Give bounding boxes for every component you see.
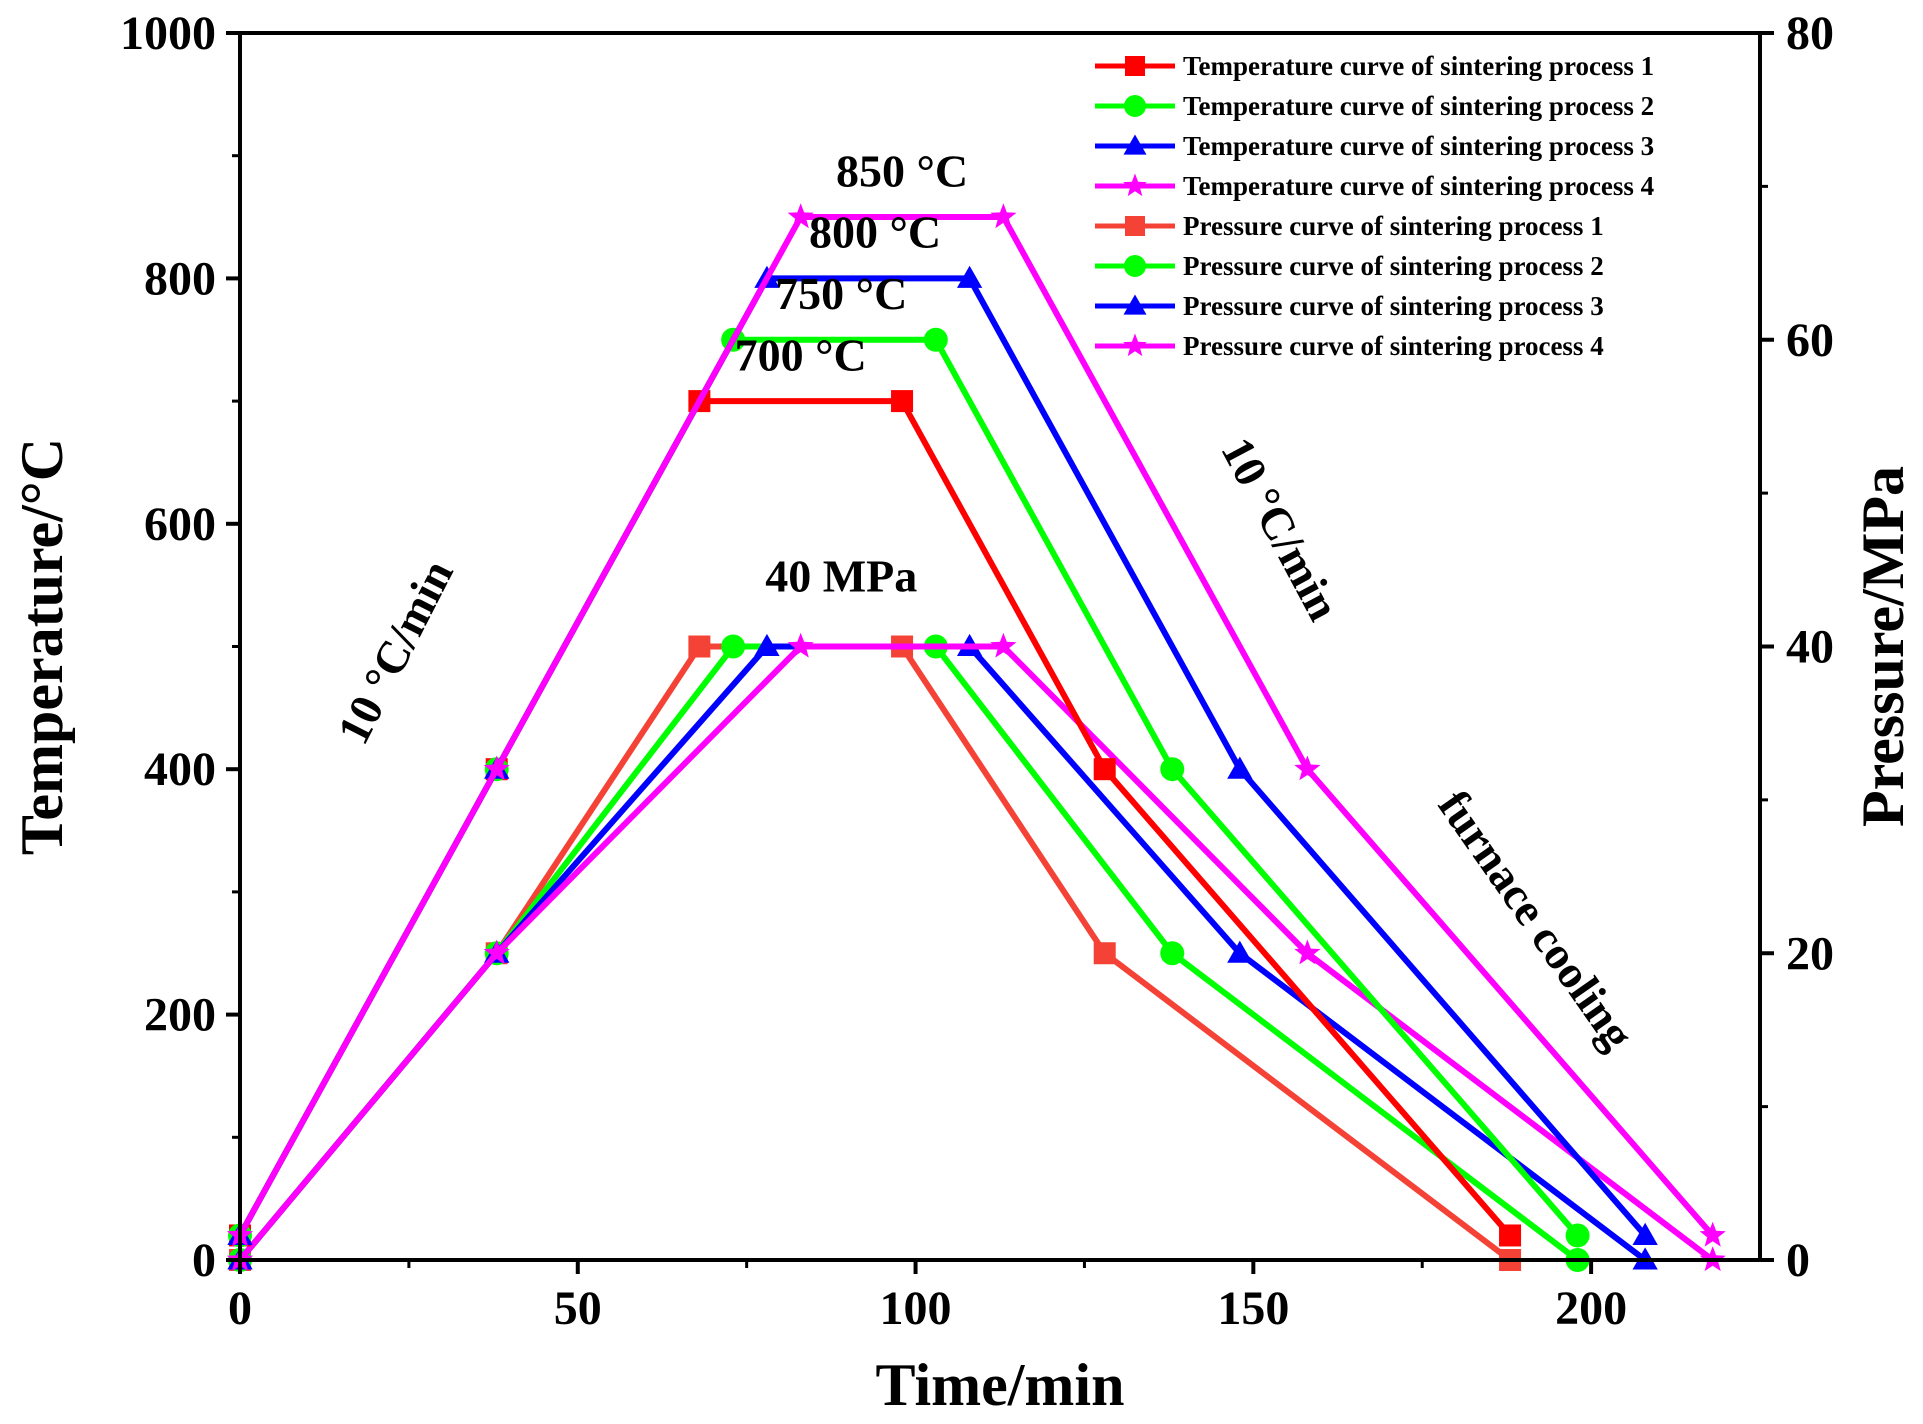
legend-item: Temperature curve of sintering process 3 [1095,131,1654,161]
chart-marks [226,203,1726,1272]
legend-item: Temperature curve of sintering process 4 [1095,171,1654,201]
legend-label: Pressure curve of sintering process 3 [1183,291,1604,321]
legend-item: Pressure curve of sintering process 2 [1095,251,1604,281]
data-point [1227,940,1253,963]
data-point [1227,756,1253,779]
data-point [1632,1222,1658,1245]
data-point [483,939,510,965]
x-tick-label: 200 [1555,1282,1627,1335]
legend-label: Temperature curve of sintering process 2 [1183,91,1654,121]
y-tick-label: 0 [192,1234,216,1287]
data-point [923,327,948,352]
data-point [1294,939,1321,965]
series-pressure-4 [226,632,1726,1272]
legend-item: Temperature curve of sintering process 1 [1095,51,1654,81]
legend-item: Pressure curve of sintering process 1 [1095,211,1604,241]
y-tick-label: 200 [144,989,216,1042]
series-temperature-2 [228,327,1590,1248]
data-point [787,632,814,658]
annotation-label: furnace cooling [1429,781,1644,1058]
series-temperature-3 [227,265,1658,1245]
x-tick-label: 150 [1217,1282,1289,1335]
data-point [1093,758,1116,781]
series-line [237,398,1513,1238]
legend-item: Pressure curve of sintering process 4 [1095,331,1604,361]
data-point [1093,942,1116,965]
y-axis-title: Temperature/°C [9,438,75,855]
legend-swatch-marker [1125,216,1145,236]
x-tick-label: 100 [880,1282,952,1335]
x-tick-label: 0 [228,1282,252,1335]
legend-label: Temperature curve of sintering process 4 [1183,171,1654,201]
series-line [237,214,1715,1238]
data-point [1565,1223,1590,1248]
annotation-label: 10 °C/min [327,552,463,752]
annotation-label: 800 °C [809,207,941,258]
data-point [787,203,814,229]
series-line [237,275,1648,1238]
data-point [688,635,711,658]
data-point [1499,1224,1522,1247]
annotation-label: 850 °C [836,145,968,196]
series-pressure-1 [229,635,1522,1271]
legend-label: Pressure curve of sintering process 1 [1183,211,1604,241]
data-point [721,634,746,659]
data-point [990,203,1017,229]
chart-axes: 0 50 100 150 200 0 200 400 600 800 1000 0 20 40 60 80 Ti… [9,7,1916,1418]
y2-tick-label: 0 [1786,1234,1810,1287]
data-point [483,755,510,781]
series-line [237,643,1580,1263]
y-tick-label: 800 [144,252,216,305]
legend-swatch-marker [1123,173,1147,197]
annotation-label: 750 °C [775,268,907,319]
legend-swatch-marker [1125,56,1145,76]
legend-swatch-marker [1123,294,1147,315]
y2-axis-title: Pressure/MPa [1850,466,1916,827]
data-point [1160,757,1185,782]
y2-tick-label: 20 [1786,927,1834,980]
legend-swatch-marker [1124,255,1146,277]
data-point [990,632,1017,658]
data-point [1294,755,1321,781]
data-point [1699,1221,1726,1247]
series-line [237,643,1715,1263]
series-pressure-3 [227,633,1658,1270]
legend-label: Pressure curve of sintering process 2 [1183,251,1604,281]
legend-label: Temperature curve of sintering process 1 [1183,51,1654,81]
data-point [891,390,914,413]
legend-item: Pressure curve of sintering process 3 [1095,291,1604,321]
series-line [237,643,1512,1263]
y2-tick-label: 80 [1786,7,1834,60]
annotation-label: 10 °C/min [1211,429,1349,628]
annotation-label: 700 °C [735,329,867,380]
x-tick-label: 50 [554,1282,602,1335]
legend-label: Temperature curve of sintering process 3 [1183,131,1654,161]
data-point [754,633,780,656]
annotation-label: 40 MPa [765,550,917,601]
legend-swatch-marker [1123,333,1147,357]
data-point [956,265,983,288]
y-tick-label: 600 [144,498,216,551]
y-tick-label: 1000 [120,7,216,60]
legend-swatch-marker [1123,134,1147,155]
series-pressure-2 [228,634,1590,1272]
legend: Temperature curve of sintering process 1… [1095,51,1654,361]
legend-item: Temperature curve of sintering process 2 [1095,91,1654,121]
data-point [1160,941,1185,966]
x-axis-title: Time/min [876,1352,1125,1418]
series-line [237,643,1648,1263]
y2-tick-label: 60 [1786,314,1834,367]
series-line [237,336,1580,1238]
y2-tick-label: 40 [1786,621,1834,674]
legend-swatch-marker [1124,95,1146,117]
legend-label: Pressure curve of sintering process 4 [1183,331,1604,361]
y-tick-label: 400 [144,743,216,796]
